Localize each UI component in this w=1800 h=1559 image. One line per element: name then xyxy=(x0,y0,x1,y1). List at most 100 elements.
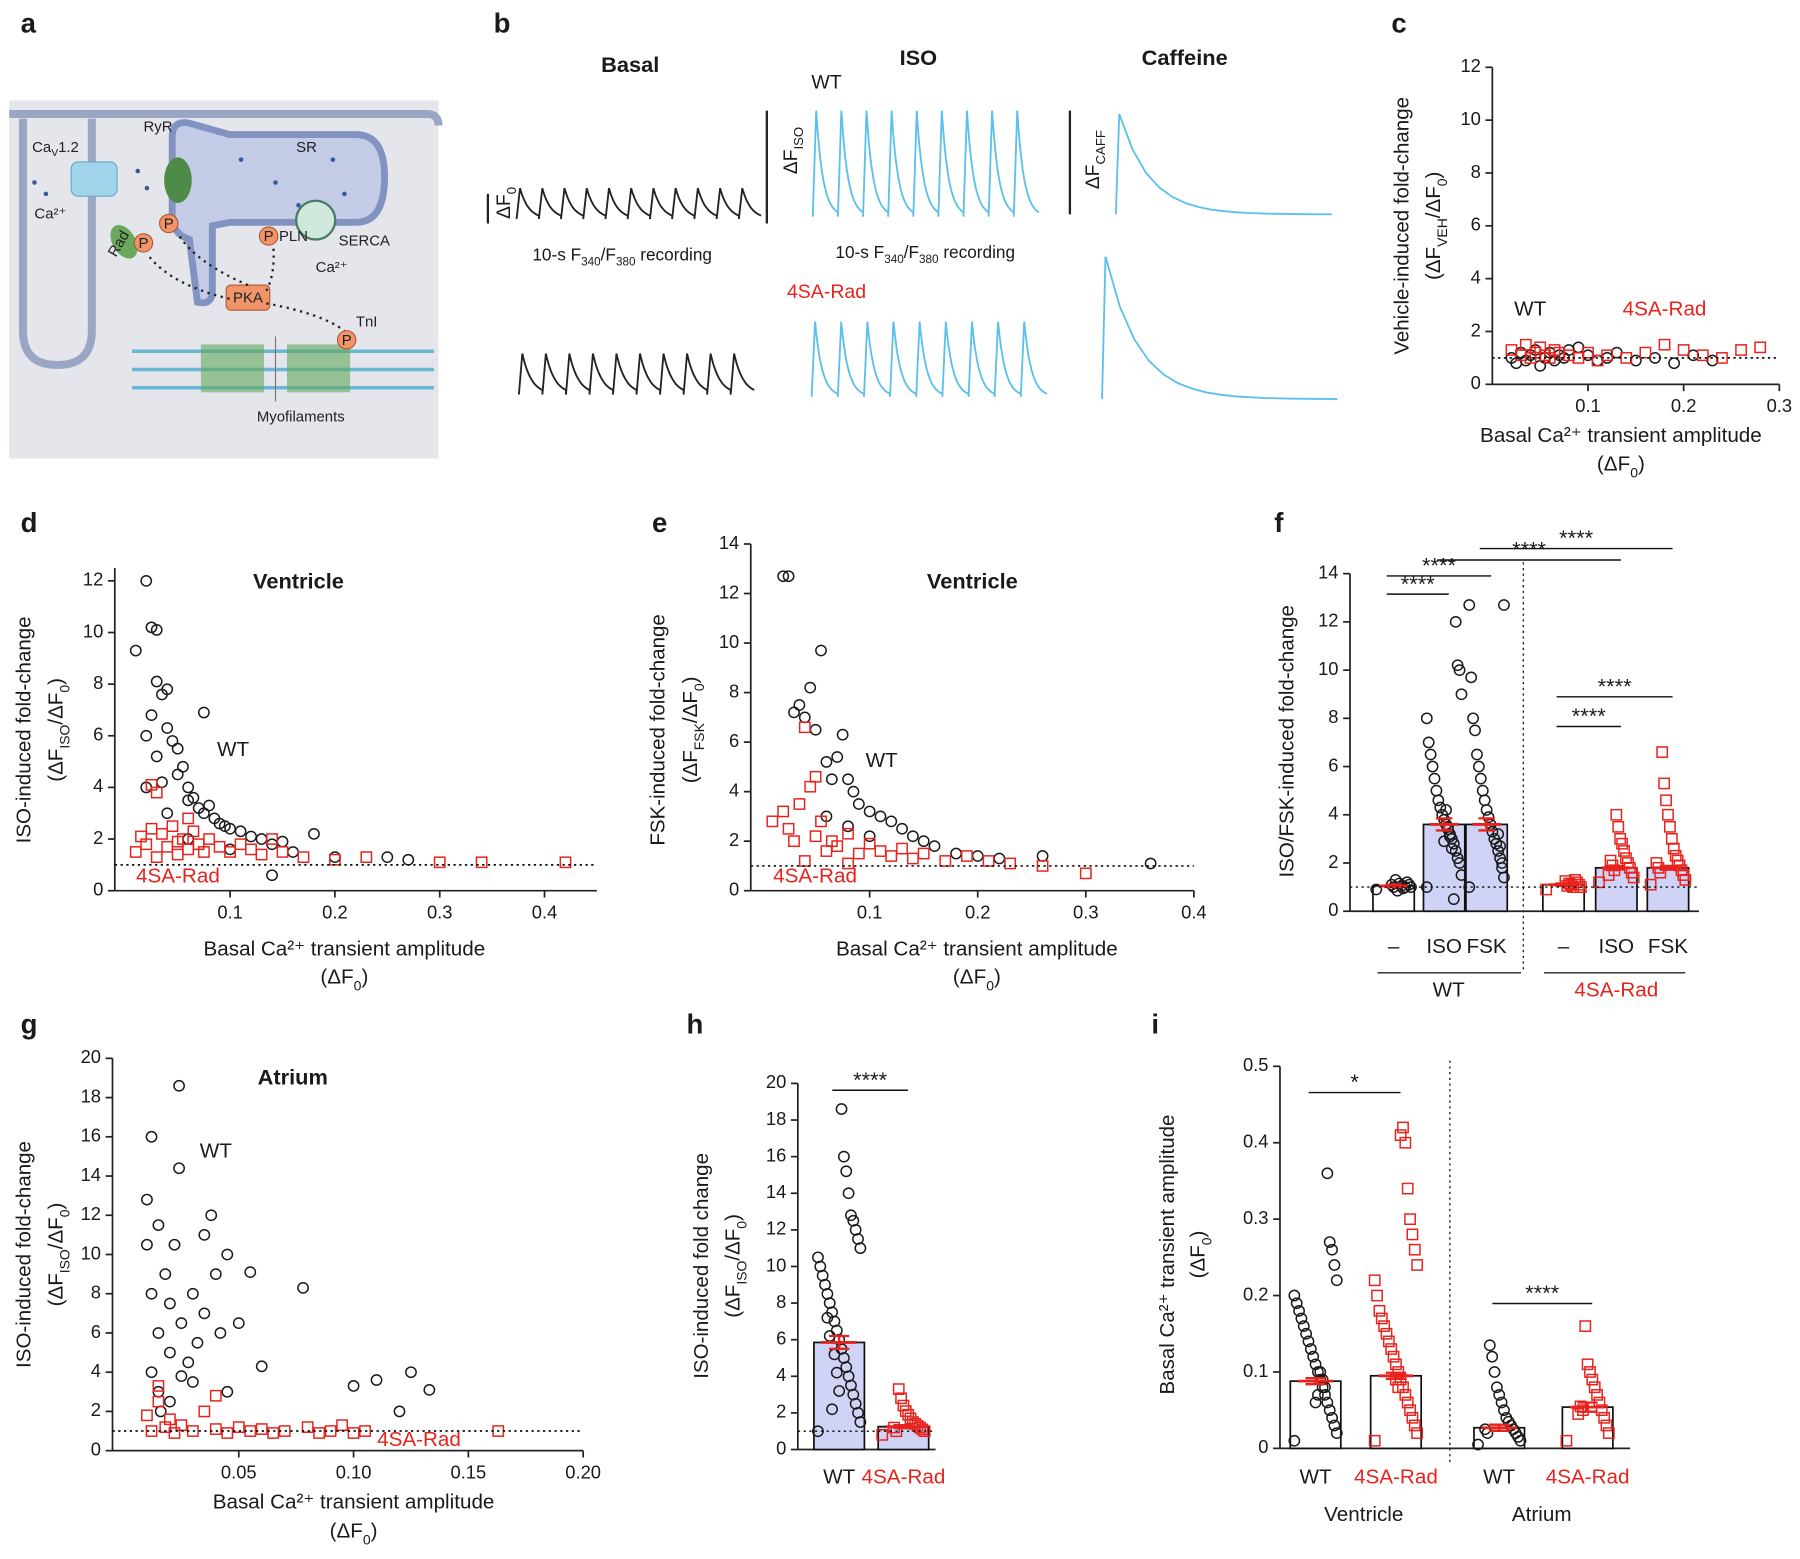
point xyxy=(182,781,195,794)
point xyxy=(1472,760,1485,773)
point xyxy=(1493,1389,1506,1401)
point xyxy=(939,855,952,867)
y-axis-label: (ΔFVEH/ΔF0) xyxy=(1422,172,1449,280)
label-serca: SERCA xyxy=(339,234,390,250)
y-axis-label: (ΔF0) xyxy=(1187,1231,1214,1279)
point xyxy=(840,1165,853,1178)
point xyxy=(1591,1389,1603,1401)
y-tick-label: 6 xyxy=(776,1328,786,1349)
point xyxy=(821,1311,834,1324)
point xyxy=(393,1405,406,1418)
y-tick-label: 14 xyxy=(1318,562,1338,583)
y-tick-label: 12 xyxy=(719,581,739,602)
point xyxy=(347,1380,360,1392)
point xyxy=(267,1427,280,1439)
panel-label: g xyxy=(21,1009,38,1040)
text-part: ) xyxy=(722,1214,745,1221)
t-tubule xyxy=(18,118,96,369)
point xyxy=(150,675,163,688)
point xyxy=(815,815,827,828)
point xyxy=(360,851,373,864)
text-part: 10-s F xyxy=(835,242,884,262)
x-axis-label: Basal Ca²⁺ transient amplitude xyxy=(1480,424,1762,447)
x-tick-label: 0.3 xyxy=(1767,395,1793,416)
y-tick-label: 20 xyxy=(766,1071,786,1092)
point xyxy=(831,751,844,763)
point xyxy=(847,785,860,798)
point xyxy=(885,815,898,828)
panel-label: b xyxy=(494,7,511,38)
point xyxy=(782,570,795,583)
label-tni: TnI xyxy=(356,315,378,331)
point xyxy=(1382,1335,1395,1348)
row-label: 4SA-Rad xyxy=(787,281,866,303)
trace xyxy=(1114,113,1332,216)
point xyxy=(804,681,817,694)
point xyxy=(897,1399,910,1412)
x-tick-label: 0.05 xyxy=(221,1461,257,1482)
point xyxy=(842,773,854,786)
text-part: (ΔF xyxy=(722,1285,745,1318)
point xyxy=(186,1287,199,1300)
point xyxy=(1478,794,1491,807)
point xyxy=(1498,599,1510,611)
point xyxy=(152,1219,165,1231)
point xyxy=(328,851,341,864)
trace xyxy=(1101,256,1338,400)
point xyxy=(1319,1389,1331,1401)
y-axis-label: FSK-induced fold-change xyxy=(646,614,669,845)
subscript: 340 xyxy=(581,255,601,268)
point xyxy=(928,840,941,852)
y-tick-label: 2 xyxy=(93,827,103,848)
significance-label: **** xyxy=(1422,553,1456,578)
text-part: ) xyxy=(680,677,703,684)
point xyxy=(1476,784,1489,797)
point xyxy=(1399,1389,1412,1401)
myofilaments xyxy=(132,336,434,402)
point xyxy=(1393,877,1406,890)
text-part: (ΔF xyxy=(45,1273,68,1306)
point xyxy=(1656,746,1669,758)
subscript: 0 xyxy=(354,977,362,993)
point xyxy=(475,856,488,869)
point xyxy=(982,855,995,867)
x-tick-label: 0.3 xyxy=(1073,901,1099,922)
point xyxy=(141,1193,153,1206)
x-axis-label: Basal Ca²⁺ transient amplitude xyxy=(836,937,1118,960)
point xyxy=(1321,1167,1334,1180)
cav-channel xyxy=(70,161,118,197)
point xyxy=(1295,1312,1308,1325)
y-tick-label: 0 xyxy=(729,879,739,900)
point xyxy=(842,857,854,870)
point xyxy=(1406,1228,1419,1241)
point xyxy=(297,851,310,864)
point xyxy=(1735,344,1747,356)
subscript: ISO xyxy=(56,1249,72,1273)
y-tick-label: 0 xyxy=(1328,899,1338,920)
point xyxy=(1658,777,1671,790)
point xyxy=(234,825,247,838)
point xyxy=(804,780,817,793)
point xyxy=(793,798,806,810)
x-tick-label: ISO xyxy=(1426,935,1462,958)
point xyxy=(245,843,257,856)
point xyxy=(221,1385,234,1398)
point xyxy=(266,869,278,882)
y-tick-label: 4 xyxy=(1471,267,1481,288)
point xyxy=(1411,1427,1424,1439)
text-part: /ΔF xyxy=(45,1217,68,1249)
point xyxy=(1406,1411,1419,1424)
y-tick-label: 4 xyxy=(1328,803,1338,824)
label-p: P xyxy=(164,217,174,233)
point xyxy=(1449,615,1462,628)
point xyxy=(175,1370,188,1382)
point xyxy=(1677,344,1690,356)
subscript: 0 xyxy=(1630,464,1638,480)
point xyxy=(1582,346,1594,359)
bar xyxy=(1594,866,1638,913)
point xyxy=(1447,893,1460,906)
subscript: ISO xyxy=(733,1261,749,1285)
point xyxy=(1420,712,1433,725)
point xyxy=(145,1130,158,1143)
